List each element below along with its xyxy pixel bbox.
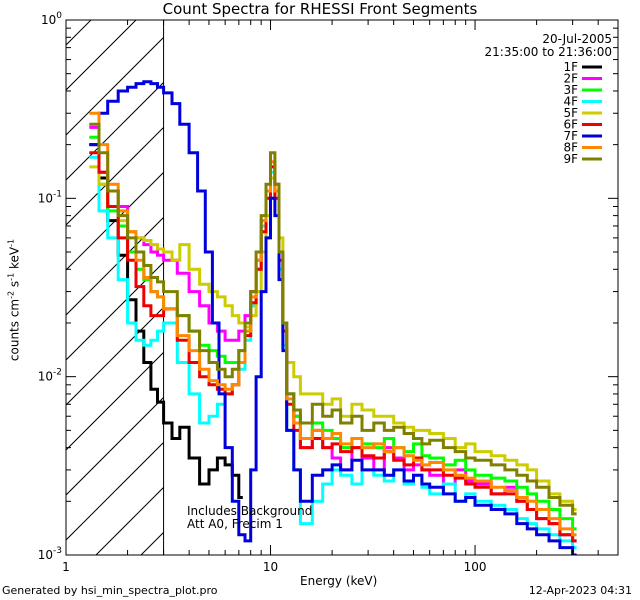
annotation-line-1: Includes Background <box>187 504 313 518</box>
plot-annotation: Includes Background Att A0, Frecim 1 <box>187 505 312 531</box>
series-9F <box>89 122 577 516</box>
legend-label: 3F <box>563 83 578 97</box>
x-tick-label: 100 <box>464 560 487 574</box>
generated-by: Generated by hsi_min_spectra_plot.pro <box>2 584 218 597</box>
attenuator-hatch <box>66 0 640 555</box>
y-tick-label: 10-1 <box>38 189 62 205</box>
legend-label: 4F <box>563 95 578 109</box>
date-block: 20-Jul-2005 21:35:00 to 21:36:00 <box>485 33 612 59</box>
series-8F <box>89 111 577 537</box>
legend-label: 6F <box>563 118 578 132</box>
chart-title: Count Spectra for RHESSI Front Segments <box>162 0 478 18</box>
hatch-line <box>95 486 164 555</box>
hatch-line <box>66 396 164 496</box>
hatch-line <box>66 261 164 361</box>
hatch-line <box>66 20 137 91</box>
hatch-line <box>66 36 164 136</box>
y-tick-label: 10-2 <box>38 368 62 384</box>
legend-label: 8F <box>563 141 578 155</box>
plot-frame <box>65 19 619 556</box>
hatch-line <box>66 441 164 541</box>
annotation-line-2: Att A0, Frecim 1 <box>187 517 283 531</box>
legend-label: 9F <box>563 152 578 166</box>
axes: 1 10 100 100 10-1 10-2 10-3 <box>38 11 619 574</box>
hatch-line <box>66 216 164 316</box>
footer-timestamp: 12-Apr-2023 04:31 <box>528 584 632 597</box>
x-axis-label: Energy (keV) <box>300 574 378 588</box>
series-1F <box>89 143 243 499</box>
y-axis-label: counts cm-2 s-1 keV-1 <box>6 238 22 362</box>
x-tick-label: 10 <box>263 560 278 574</box>
legend-label: 1F <box>563 60 578 74</box>
y-tick-label: 100 <box>41 11 62 27</box>
series-7F <box>89 80 577 555</box>
y-tick-label: 10-3 <box>38 546 62 562</box>
legend-label: 5F <box>563 106 578 120</box>
x-tick-label: 1 <box>62 560 70 574</box>
legend-label: 7F <box>563 129 578 143</box>
series-layer <box>89 80 577 555</box>
legend-label: 2F <box>563 72 578 86</box>
time-range-label: 21:35:00 to 21:36:00 <box>484 45 612 59</box>
hatch-line <box>66 171 164 271</box>
hatch-line <box>231 0 640 555</box>
date-label: 20-Jul-2005 <box>542 32 612 46</box>
